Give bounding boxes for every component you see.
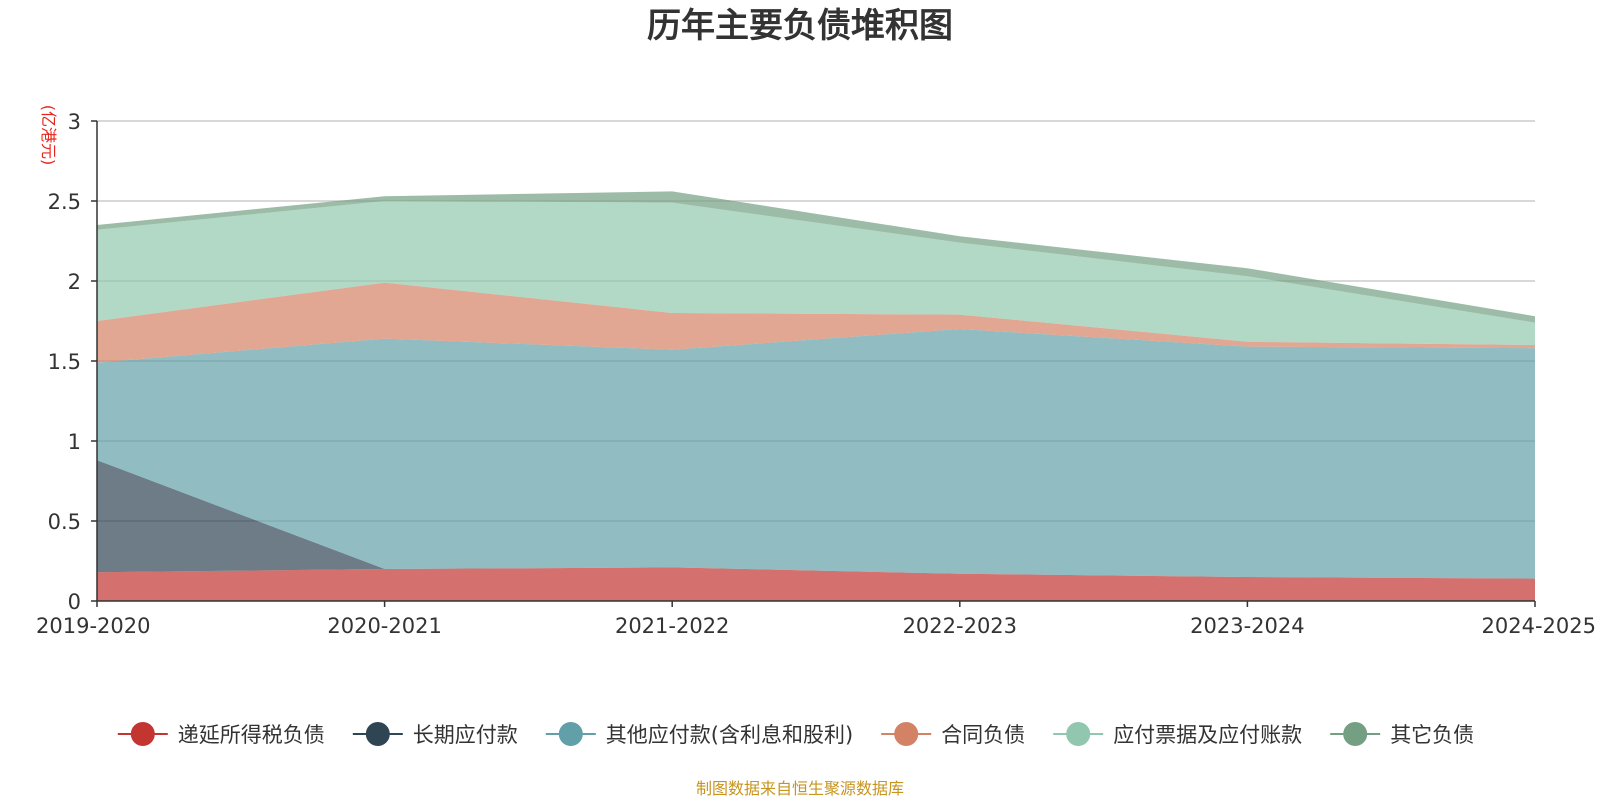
chart-title: 历年主要负债堆积图: [647, 6, 953, 46]
x-tick-label: 2024-2025: [1482, 614, 1596, 638]
legend-label: 应付票据及应付账款: [1113, 723, 1302, 747]
source-note: 制图数据来自恒生聚源数据库: [696, 779, 904, 798]
legend-item-1[interactable]: 长期应付款: [352, 722, 518, 747]
legend-label: 递延所得税负债: [178, 723, 325, 747]
legend-item-2[interactable]: 其他应付款(含利息和股利): [545, 722, 853, 747]
y-tick-label: 1.5: [48, 350, 81, 374]
legend-label: 其它负债: [1390, 723, 1474, 747]
axes: 0 0.5 1 1.5 2 2.5 3 2019-2020 2020-2021 2021-2022…: [36, 110, 1596, 638]
y-axis-unit-label: (亿港元): [39, 105, 58, 166]
area-series-1: [97, 460, 1535, 579]
x-tick-label: 2021-2022: [615, 614, 729, 638]
legend[interactable]: 递延所得税负债 长期应付款 其他应付款(含利息和股利) 合同负债 应付票据及应付账款 其它…: [117, 722, 1474, 747]
x-tick-label: 2022-2023: [903, 614, 1017, 638]
legend-item-5[interactable]: 其它负债: [1330, 722, 1474, 747]
y-tick-label: 2: [68, 270, 81, 294]
area-series-4: [97, 201, 1535, 345]
legend-item-3[interactable]: 合同负债: [881, 722, 1025, 747]
legend-item-0[interactable]: 递延所得税负债: [117, 722, 325, 747]
x-tick-label: 2023-2024: [1190, 614, 1304, 638]
legend-label: 合同负债: [941, 723, 1025, 747]
y-tick-label: 3: [68, 110, 81, 134]
x-tick-label: 2020-2021: [327, 614, 441, 638]
legend-label: 其他应付款(含利息和股利): [606, 723, 853, 747]
legend-circle-marker: [558, 722, 583, 746]
legend-item-4[interactable]: 应付票据及应付账款: [1053, 722, 1302, 747]
legend-label: 长期应付款: [413, 723, 518, 747]
area-series-0: [97, 567, 1535, 601]
area-series-3: [97, 282, 1535, 363]
legend-circle-marker: [894, 722, 919, 746]
legend-circle-marker: [365, 722, 390, 746]
y-tick-label: 0: [68, 590, 81, 614]
legend-circle-marker: [130, 722, 155, 746]
area-series-5: [97, 191, 1535, 323]
y-tick-label: 2.5: [48, 190, 81, 214]
y-tick-label: 1: [68, 430, 81, 454]
y-tick-label: 0.5: [48, 510, 81, 534]
legend-circle-marker: [1343, 722, 1368, 746]
stacked-areas: [97, 191, 1535, 601]
x-tick-label: 2019-2020: [36, 614, 150, 638]
area-series-2: [97, 329, 1535, 579]
legend-circle-marker: [1066, 722, 1091, 746]
